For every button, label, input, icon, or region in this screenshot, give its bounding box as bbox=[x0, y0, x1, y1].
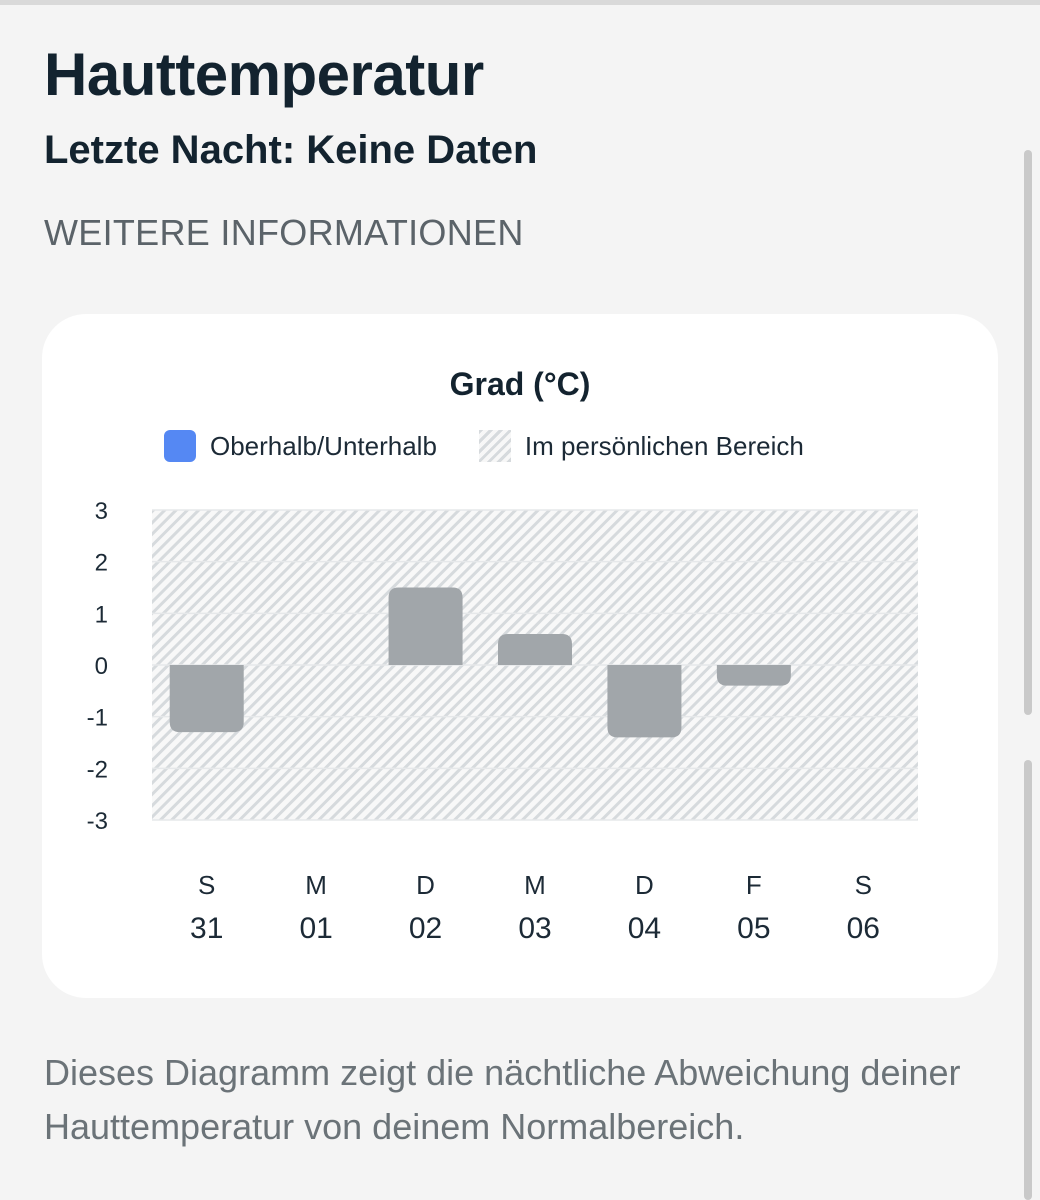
legend-item-personal-range: Im persönlichen Bereich bbox=[478, 430, 804, 462]
bar bbox=[169, 665, 244, 733]
x-weekday-label: S bbox=[855, 870, 872, 900]
x-weekday-label: F bbox=[746, 870, 762, 900]
x-weekday-label: M bbox=[524, 870, 546, 900]
page-title: Hauttemperatur bbox=[44, 41, 484, 108]
scrollbar-lower[interactable] bbox=[1024, 760, 1032, 1200]
x-date-label: 31 bbox=[190, 912, 223, 945]
y-tick-label: 1 bbox=[95, 601, 108, 628]
x-weekday-label: S bbox=[198, 870, 215, 900]
x-date-label: 04 bbox=[628, 912, 661, 945]
bar bbox=[388, 587, 463, 665]
last-night-status: Letzte Nacht: Keine Daten bbox=[44, 128, 538, 172]
y-tick-label: -2 bbox=[87, 756, 108, 783]
x-date-label: 02 bbox=[409, 912, 442, 945]
x-weekday-label: M bbox=[305, 870, 327, 900]
x-date-label: 03 bbox=[518, 912, 551, 945]
chart-card: Grad (°C) Oberhalb/Unterhalb Im persönli… bbox=[42, 314, 998, 998]
legend-label: Oberhalb/Unterhalb bbox=[210, 430, 437, 461]
top-divider bbox=[0, 0, 1040, 5]
scrollbar[interactable] bbox=[1024, 150, 1032, 715]
x-weekday-label: D bbox=[635, 870, 654, 900]
bar-chart: 3 2 1 0 -1 -2 -3 S 31 M 01 D 02 M 03 D 04 F 05 S 06 bbox=[87, 498, 918, 945]
x-date-label: 01 bbox=[299, 912, 332, 945]
y-tick-label: 0 bbox=[95, 653, 108, 680]
y-tick-label: 3 bbox=[95, 498, 108, 525]
more-info-link[interactable]: WEITERE INFORMATIONEN bbox=[44, 212, 524, 253]
x-date-label: 05 bbox=[737, 912, 770, 945]
hatched-square-icon bbox=[478, 430, 511, 462]
legend-label: Im persönlichen Bereich bbox=[524, 430, 804, 461]
chart-legend: Oberhalb/Unterhalb Im persönlichen Berei… bbox=[164, 430, 846, 462]
bar bbox=[498, 634, 572, 665]
y-tick-label: -1 bbox=[87, 705, 108, 732]
bar bbox=[716, 665, 791, 686]
chart-title: Grad (°C) bbox=[449, 366, 591, 402]
legend-item-above-below: Oberhalb/Unterhalb bbox=[164, 430, 437, 462]
x-date-label: 06 bbox=[847, 912, 880, 945]
y-tick-label: -3 bbox=[87, 808, 108, 835]
y-tick-label: 2 bbox=[95, 550, 108, 577]
bar bbox=[607, 665, 682, 738]
blue-square-icon bbox=[164, 430, 196, 462]
x-weekday-label: D bbox=[416, 870, 435, 900]
chart-description: Dieses Diagramm zeigt die nächtliche Abw… bbox=[44, 1052, 961, 1147]
